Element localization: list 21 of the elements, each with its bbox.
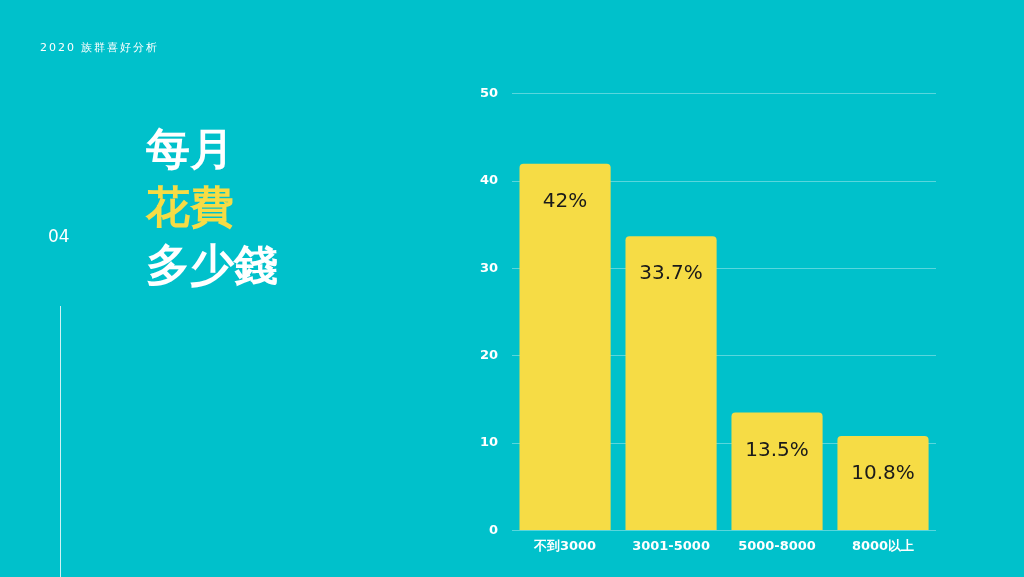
data-label: 13.5% [745,436,809,461]
text: 每月花費多少錢 [146,122,279,292]
text: 04 [48,226,70,246]
text: 2020 族群喜好分析 [40,40,160,55]
bar [837,436,929,530]
x-tick-label: 不到3000 [532,537,597,553]
y-tick-label: 20 [480,347,499,363]
bar [731,412,823,530]
y-tick-label: 30 [480,259,499,275]
data-label: 10.8% [851,460,915,485]
y-tick-label: 50 [480,85,499,101]
y-tick-label: 40 [480,172,499,188]
y-tick-label: 10 [480,434,499,450]
data-label: 42% [542,187,588,212]
x-tick-label: 8000以上 [851,537,915,553]
data-label: 33.7% [639,260,703,285]
bar [519,163,611,530]
x-tick-label: 5000-8000 [738,537,816,553]
bar [625,236,717,530]
y-tick-label: 0 [489,521,499,537]
x-tick-label: 3001-5000 [632,537,710,553]
